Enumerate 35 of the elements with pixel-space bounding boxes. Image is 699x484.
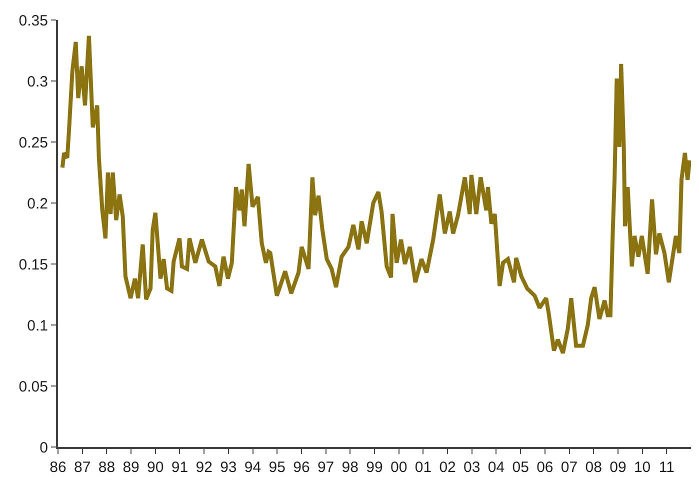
x-tick-label: 93 [220,459,237,476]
x-tick-label: 95 [268,459,286,476]
x-tick-label: 08 [585,459,602,476]
x-tick-label: 07 [560,459,578,476]
x-tick-label: 86 [50,459,66,476]
y-tick-label: 0.3 [27,73,48,90]
y-tick-label: 0.25 [18,134,48,152]
line-series [60,34,691,356]
x-tick-label: 94 [244,459,262,476]
x-tick-label: 98 [342,459,358,476]
x-tick-label: 92 [196,459,212,476]
x-tick-label: 05 [512,459,529,476]
y-tick-label: 0.2 [27,195,48,212]
x-tick-label: 96 [293,459,310,476]
x-tick-label: 06 [536,459,554,476]
y-tick-label: 0.05 [18,378,48,396]
x-tick-label: 91 [171,459,188,476]
x-tick-label: 04 [488,459,505,476]
x-tick-label: 88 [98,459,116,476]
x-tick-label: 89 [122,459,140,476]
y-tick-label: 0.35 [18,12,48,30]
x-tick-label: 02 [439,459,456,476]
y-tick-label: 0.15 [18,256,48,274]
x-tick-label: 03 [464,459,480,476]
x-tick-label: 09 [610,459,626,476]
x-tick-label: 00 [390,459,408,476]
x-tick-label: 01 [414,459,432,476]
x-tick-label: 99 [366,459,383,476]
y-tick-label: 0 [40,439,48,456]
x-tick-label: 11 [658,459,674,476]
x-tick-label: 87 [74,459,91,476]
y-tick-label: 0.1 [27,317,48,334]
x-tick-label: 97 [317,459,334,476]
x-tick-label: 90 [147,459,164,476]
x-tick-label: 10 [634,459,651,476]
